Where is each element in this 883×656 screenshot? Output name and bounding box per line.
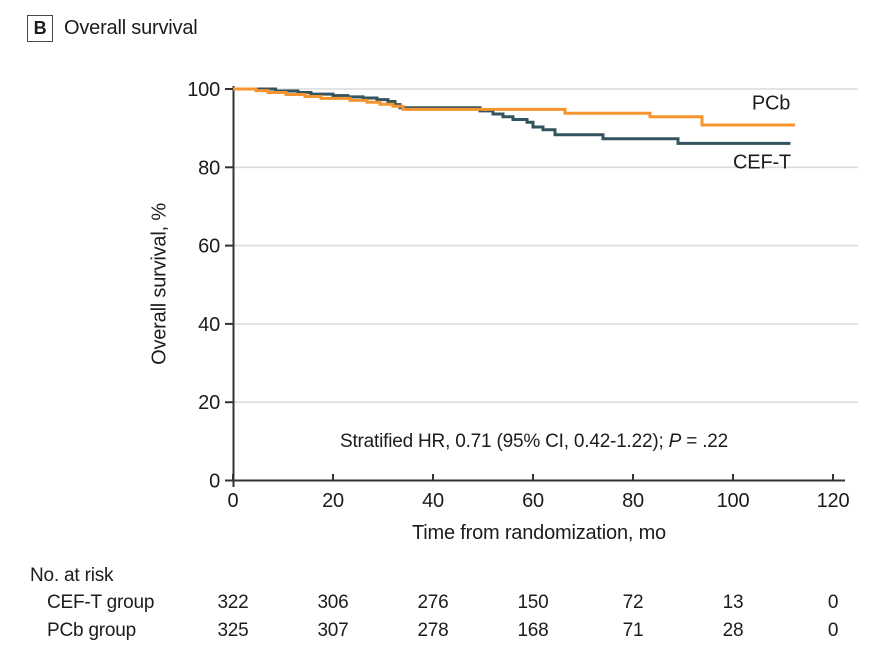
x-tick-label: 0 xyxy=(228,490,239,512)
hazard-ratio-annotation: Stratified HR, 0.71 (95% CI, 0.42-1.22);… xyxy=(228,431,840,453)
risk-count: 168 xyxy=(517,620,549,641)
x-tick-label: 80 xyxy=(622,490,644,512)
y-tick-label: 20 xyxy=(198,392,220,414)
y-axis-title: Overall survival, % xyxy=(148,203,171,365)
x-tick-label: 20 xyxy=(322,490,344,512)
risk-row-label: PCb group xyxy=(47,620,137,641)
y-tick-label: 40 xyxy=(198,314,220,336)
risk-count: 276 xyxy=(417,592,449,613)
km-plot-canvas: 0 20 40 60 80 100 120 0 20 40 60 80 100 xyxy=(187,79,858,512)
panel-letter-badge: B xyxy=(27,15,53,42)
y-tick-label: 60 xyxy=(198,236,220,258)
risk-count: 71 xyxy=(622,620,644,641)
risk-table-heading: No. at risk xyxy=(30,565,114,586)
curve-label-cef-t: CEF-T xyxy=(733,151,791,174)
risk-count: 28 xyxy=(722,620,744,641)
survival-curve-cef-t xyxy=(233,87,791,145)
x-axis-title: Time from randomization, mo xyxy=(412,522,666,544)
risk-count: 0 xyxy=(827,620,839,641)
chart-title: Overall survival xyxy=(64,17,198,39)
panel-header: B Overall survival xyxy=(27,15,198,42)
risk-count: 0 xyxy=(827,592,839,613)
annotation-p-value: = .22 xyxy=(681,431,729,452)
risk-count: 150 xyxy=(517,592,549,613)
x-tick-label: 100 xyxy=(717,490,750,512)
annotation-p-symbol: P xyxy=(668,431,682,452)
curve-label-pcb: PCb xyxy=(751,92,791,115)
risk-count: 13 xyxy=(722,592,744,613)
risk-count: 322 xyxy=(217,592,249,613)
risk-row-label: CEF-T group xyxy=(47,592,155,613)
y-tick-label: 0 xyxy=(209,471,220,493)
x-tick-label: 60 xyxy=(522,490,544,512)
x-tick-label: 120 xyxy=(817,490,850,512)
y-tick-label: 100 xyxy=(187,79,220,101)
x-tick-label: 40 xyxy=(422,490,444,512)
panel-letter: B xyxy=(33,18,47,38)
risk-count: 278 xyxy=(417,620,449,641)
y-tick-label: 80 xyxy=(198,157,220,179)
survival-curve-pcb xyxy=(233,87,795,127)
annotation-text: Stratified HR, 0.71 (95% CI, 0.42-1.22); xyxy=(339,431,669,452)
risk-count: 72 xyxy=(622,592,644,613)
risk-count: 325 xyxy=(217,620,249,641)
risk-count: 307 xyxy=(317,620,349,641)
risk-count: 306 xyxy=(317,592,349,613)
